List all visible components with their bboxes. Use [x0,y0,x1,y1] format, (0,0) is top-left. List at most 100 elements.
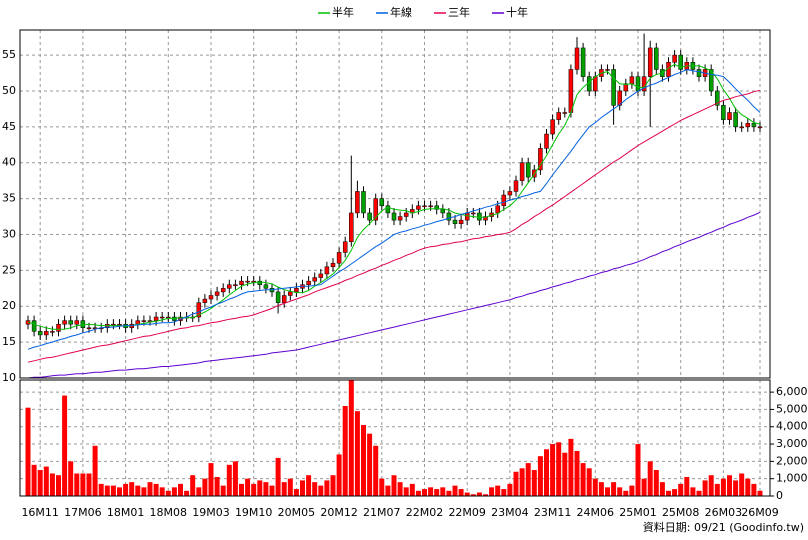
candle-body [312,277,317,282]
candle-body [574,47,580,70]
candle-body [202,298,208,303]
x-tick-label: 19M03 [192,506,230,519]
volume-bar [165,490,171,496]
volume-bar [367,433,373,496]
y-tick-label: 10 [2,371,16,384]
volume-bar [666,490,671,496]
volume-bar [434,489,440,496]
candle-body [403,212,409,217]
volume-bar [208,463,214,496]
volume-bar [37,470,43,496]
volume-bar [568,438,574,496]
volume-bar [598,482,604,496]
candle-body [324,266,330,275]
candle-body [629,76,635,85]
volume-bar [31,464,37,496]
y-tick-label: 30 [2,227,16,240]
volume-bar [141,487,147,496]
candle-body [220,288,226,293]
x-tick-label: 20M05 [278,506,316,519]
volume-bar [659,482,665,496]
candle-body [647,47,653,77]
legend-label: 十年 [506,5,528,19]
volume-bar [690,487,696,496]
legend-label: 年線 [390,5,412,19]
volume-bar [153,483,159,496]
volume-bar [757,490,763,496]
candle-body [288,291,293,296]
candle-body [86,327,92,330]
volume-bar [415,490,421,496]
candle-body [367,212,372,221]
volume-bar [49,473,55,496]
candle-body [434,205,439,210]
volume-bar [422,489,427,496]
source-note: 資料日期: 09/21 (Goodinfo.tw) [643,520,804,534]
volume-bar [672,489,678,496]
volume-bar [257,480,263,496]
candle-body [464,212,470,221]
candle-body [306,280,311,285]
volume-bar [251,483,257,496]
volume-bar [605,487,610,496]
volume-bar [544,449,549,496]
candle-body [550,119,555,135]
candle-body [715,90,720,106]
volume-bar [312,482,318,496]
volume-bar [440,487,446,496]
candle-body [458,219,464,224]
ma-line [27,63,761,330]
x-tick-label: 25M01 [619,506,657,519]
volume-bar [293,489,299,496]
volume-bar [684,476,690,496]
candle-body [507,191,513,196]
x-tick-label: 23M11 [534,506,572,519]
volume-bar [342,405,348,496]
volume-bar [318,485,324,496]
volume-bar [129,482,135,496]
candle-body [617,90,622,106]
candle-body [727,112,732,120]
volume-bar [43,466,49,496]
candle-body [568,69,574,113]
candle-body [483,216,488,221]
volume-bar [397,482,403,496]
candle-body [233,284,238,286]
candle-body [245,280,250,283]
volume-bar [733,480,739,496]
x-tick-label: 26M09 [741,506,779,519]
volume-bar [98,483,104,496]
volume-bar [196,487,202,496]
candle-body [538,148,543,171]
candle-body [623,83,629,92]
x-tick-label: 22M09 [448,506,486,519]
volume-bar [641,478,647,496]
candle-body [294,288,299,293]
candle-body [263,284,269,289]
volume-bar [476,492,482,496]
candle-body [336,252,342,264]
volume-bar [629,485,635,496]
candle-body [525,162,531,178]
candle-body [111,323,116,326]
candle-body [513,180,519,192]
volume-bar [226,464,232,496]
volume-bar [403,487,409,496]
candle-body [672,54,677,63]
candle-body [391,212,397,221]
x-tick-label: 23M04 [491,506,529,519]
volume-bar [135,485,141,496]
volume-bar [239,483,244,496]
volume-bar [745,478,751,496]
y2-tick-label: 2,000 [776,454,808,467]
candle-body [318,273,324,278]
volume-bar [409,483,415,496]
candle-body [117,323,122,326]
volume-bar [702,480,708,496]
y-tick-label: 20 [2,299,16,312]
candle-body [654,47,659,70]
volume-bar [470,494,476,496]
candle-body [196,302,202,318]
candle-body [361,191,366,214]
